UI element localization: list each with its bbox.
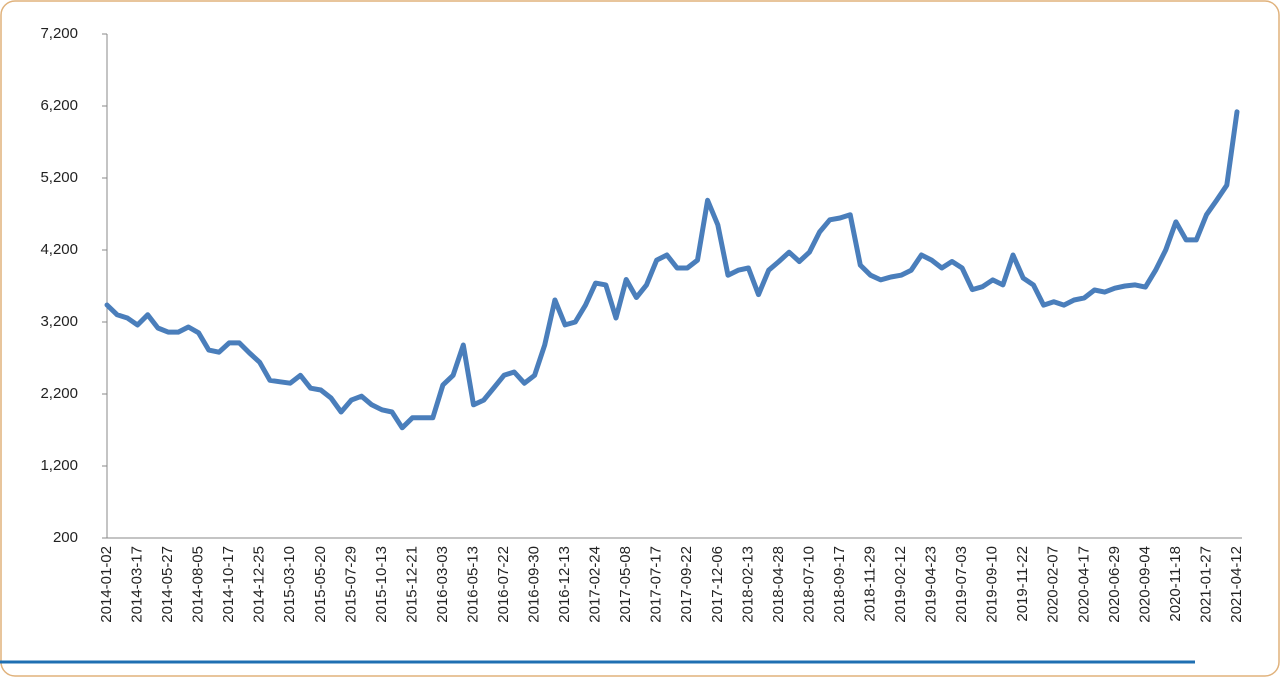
x-tick-label: 2017-02-24 bbox=[587, 546, 604, 623]
x-tick-label: 2015-12-21 bbox=[403, 546, 420, 623]
x-tick-label: 2019-09-10 bbox=[984, 546, 1001, 623]
x-tick-label: 2018-09-17 bbox=[831, 546, 848, 623]
x-tick-label: 2014-08-05 bbox=[190, 546, 207, 623]
x-tick-label: 2015-07-29 bbox=[342, 546, 359, 623]
x-tick-label: 2015-05-20 bbox=[312, 546, 329, 623]
x-tick-label: 2020-04-17 bbox=[1075, 546, 1092, 623]
x-tick-label: 2016-05-13 bbox=[464, 546, 481, 623]
x-tick-label: 2019-07-03 bbox=[953, 546, 970, 623]
x-tick-label: 2017-07-17 bbox=[648, 546, 665, 623]
y-tick-label: 3,200 bbox=[40, 313, 78, 330]
x-tick-label: 2019-11-22 bbox=[1014, 546, 1031, 622]
y-tick-label: 4,200 bbox=[40, 241, 78, 258]
x-tick-label: 2017-09-22 bbox=[678, 546, 695, 623]
y-tick-label: 6,200 bbox=[40, 97, 78, 114]
x-tick-label: 2014-10-17 bbox=[220, 546, 237, 623]
x-tick-label: 2021-04-12 bbox=[1228, 546, 1245, 623]
x-tick-label: 2016-03-03 bbox=[434, 546, 451, 623]
line-series bbox=[104, 109, 1240, 431]
y-tick-label: 7,200 bbox=[40, 25, 78, 42]
x-tick-label: 2021-01-27 bbox=[1197, 546, 1214, 623]
x-tick-label: 2015-03-10 bbox=[281, 546, 298, 623]
x-tick-label: 2016-09-30 bbox=[526, 546, 543, 623]
y-tick-label: 1,200 bbox=[40, 457, 78, 474]
x-tick-label: 2020-09-04 bbox=[1136, 546, 1153, 623]
x-tick-label: 2016-12-13 bbox=[556, 546, 573, 623]
x-tick-label: 2018-02-13 bbox=[739, 546, 756, 623]
x-tick-label: 2019-02-12 bbox=[892, 546, 909, 623]
x-tick-label: 2015-10-13 bbox=[373, 546, 390, 623]
x-tick-label: 2019-04-23 bbox=[923, 546, 940, 623]
x-tick-label: 2014-05-27 bbox=[159, 546, 176, 623]
x-tick-label: 2016-07-22 bbox=[495, 546, 512, 623]
y-tick-label: 2,200 bbox=[40, 385, 78, 402]
y-tick-label: 5,200 bbox=[40, 169, 78, 186]
x-tick-label: 2018-11-29 bbox=[861, 546, 878, 622]
x-tick-label: 2020-06-29 bbox=[1106, 546, 1123, 623]
x-tick-label: 2014-12-25 bbox=[251, 546, 268, 623]
x-tick-label: 2018-07-10 bbox=[800, 546, 817, 623]
x-tick-label: 2014-03-17 bbox=[129, 546, 146, 623]
x-tick-label: 2018-04-28 bbox=[770, 546, 787, 623]
x-tick-label: 2017-05-08 bbox=[617, 546, 634, 623]
x-tick-label: 2014-01-02 bbox=[98, 546, 115, 623]
y-tick-label: 200 bbox=[53, 529, 78, 546]
x-tick-label: 2020-11-18 bbox=[1167, 546, 1184, 622]
x-tick-label: 2017-12-06 bbox=[709, 546, 726, 623]
x-tick-label: 2020-02-07 bbox=[1045, 546, 1062, 623]
